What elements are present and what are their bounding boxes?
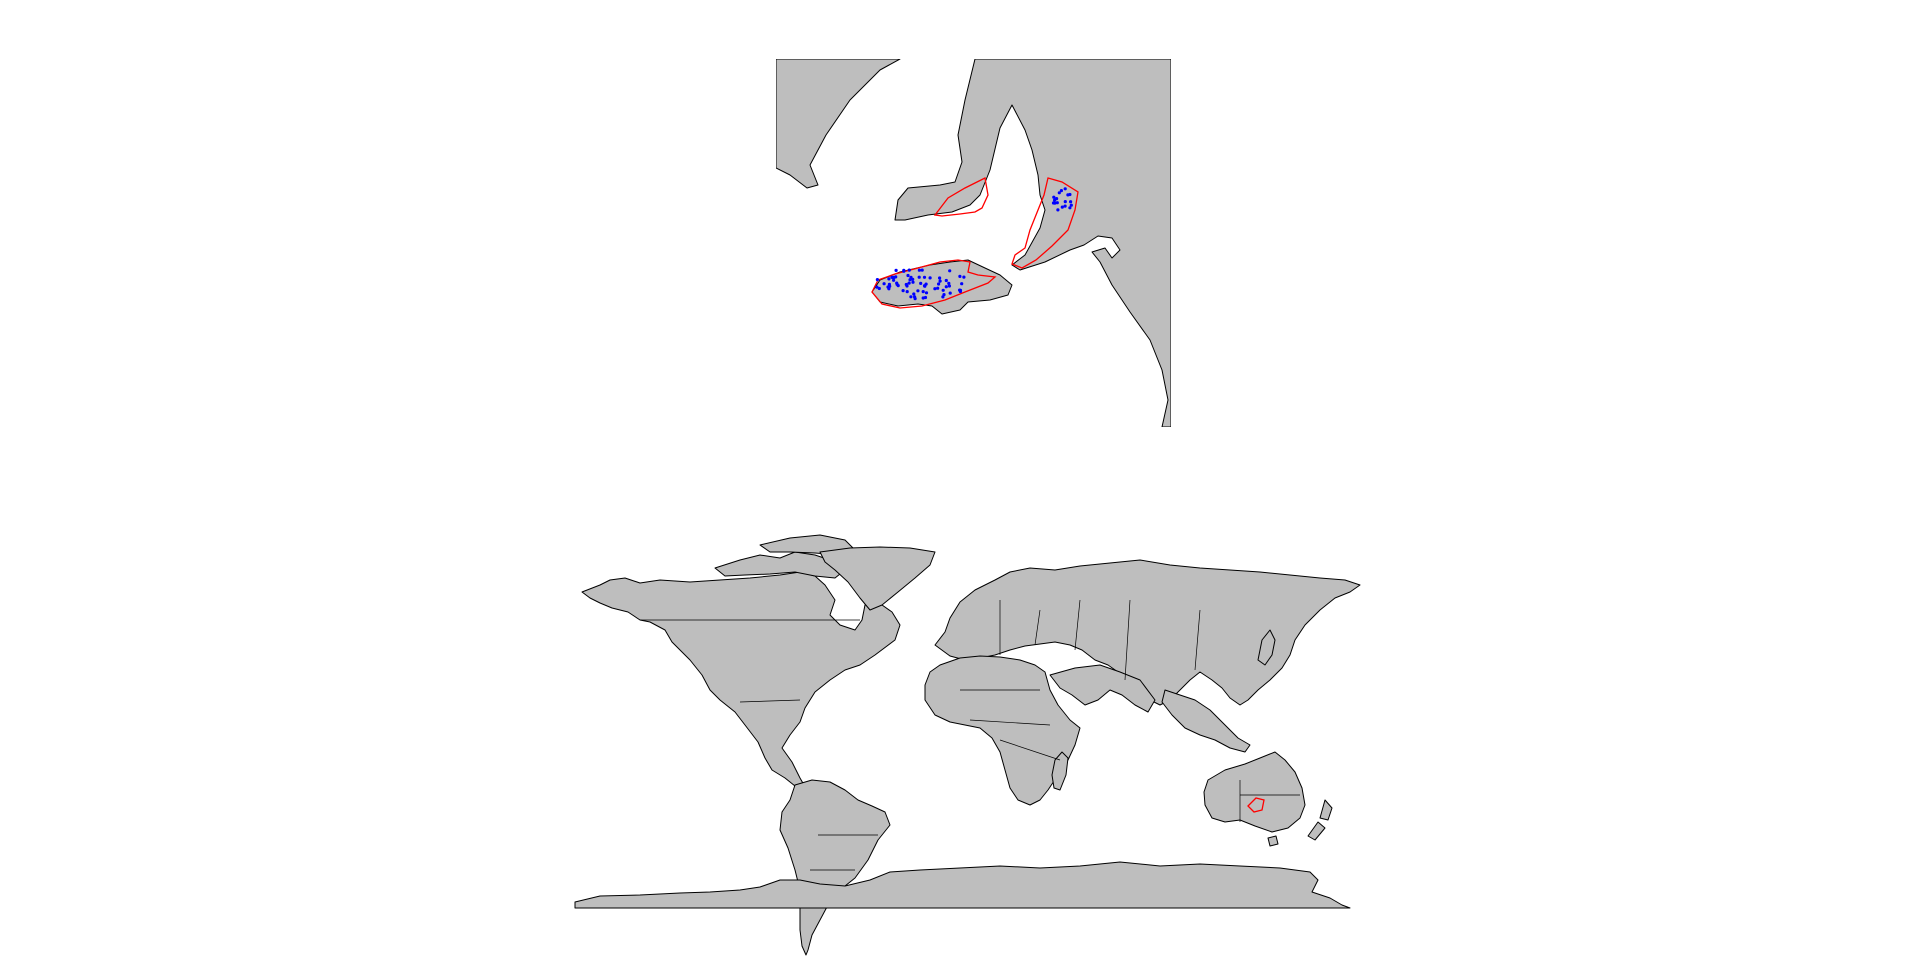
occurrence-point bbox=[911, 280, 915, 284]
occurrence-point bbox=[1057, 191, 1061, 195]
occurrence-point bbox=[958, 289, 963, 294]
occurrence-point bbox=[902, 268, 906, 272]
occurrence-point bbox=[1051, 201, 1056, 205]
occurrence-point bbox=[936, 286, 940, 290]
occurrence-point bbox=[938, 279, 942, 283]
land-north-america bbox=[581, 571, 901, 801]
occurrence-point bbox=[875, 285, 879, 289]
occurrence-point bbox=[882, 282, 886, 286]
occurrence-point bbox=[942, 293, 946, 297]
land-africa bbox=[924, 655, 1081, 806]
occurrence-point bbox=[907, 281, 911, 285]
land-australia bbox=[1203, 751, 1306, 833]
land-new-zealand bbox=[1307, 799, 1333, 841]
occurrence-point bbox=[887, 277, 891, 281]
land-tasmania bbox=[1267, 835, 1279, 847]
land-antarctica bbox=[574, 861, 1351, 909]
occurrence-point bbox=[938, 276, 942, 280]
occurrence-point bbox=[907, 268, 911, 272]
occurrence-point bbox=[913, 297, 917, 301]
occurrence-point bbox=[944, 278, 948, 283]
occurrence-point bbox=[908, 278, 912, 282]
occurrence-point bbox=[958, 274, 962, 278]
occurrence-point bbox=[922, 275, 927, 279]
occurrence-point bbox=[894, 275, 898, 279]
occurrence-point bbox=[1063, 200, 1067, 204]
occurrence-point bbox=[917, 275, 921, 279]
inset-land-east bbox=[894, 59, 1171, 427]
land-madagascar bbox=[1051, 751, 1069, 791]
occurrence-point bbox=[944, 285, 948, 289]
occurrence-point bbox=[1068, 206, 1072, 210]
land-eurasia bbox=[934, 559, 1361, 706]
occurrence-point bbox=[890, 275, 894, 279]
occurrence-point bbox=[1069, 203, 1073, 207]
occurrence-point bbox=[1056, 208, 1060, 212]
occurrence-point bbox=[1063, 204, 1067, 208]
occurrence-point bbox=[895, 282, 899, 286]
occurrence-point bbox=[1052, 195, 1056, 199]
occurrence-point bbox=[916, 289, 920, 293]
land-japan bbox=[1257, 629, 1276, 666]
occurrence-point bbox=[1055, 201, 1059, 205]
occurrence-point bbox=[901, 289, 905, 293]
land-south-america bbox=[779, 779, 891, 956]
occurrence-point bbox=[905, 290, 909, 294]
land-greenland bbox=[819, 546, 936, 611]
country-borders bbox=[640, 599, 1300, 871]
occurrence-point bbox=[928, 276, 932, 280]
inset-map bbox=[776, 59, 1171, 427]
occurrence-point bbox=[1066, 193, 1070, 197]
occurrence-point bbox=[1063, 187, 1067, 191]
occurrence-point bbox=[1059, 189, 1063, 193]
occurrence-point bbox=[960, 282, 964, 286]
occurrence-point bbox=[933, 287, 937, 291]
occurrence-point bbox=[909, 295, 913, 299]
occurrence-point bbox=[921, 290, 925, 294]
occurrence-point bbox=[947, 281, 951, 285]
occurrence-point bbox=[920, 268, 924, 272]
occurrence-point bbox=[948, 291, 952, 295]
occurrence-point bbox=[924, 282, 928, 286]
occurrence-point bbox=[917, 268, 922, 272]
occurrence-point bbox=[923, 295, 928, 300]
land-south-asia bbox=[1049, 664, 1156, 713]
occurrence-point bbox=[905, 284, 909, 288]
land-southeast-asia bbox=[1161, 689, 1251, 753]
occurrence-point bbox=[937, 282, 941, 286]
occurrence-point bbox=[894, 268, 898, 272]
occurrence-point bbox=[877, 286, 881, 291]
range-polygon-west-coast bbox=[933, 177, 989, 217]
occurrence-point bbox=[1060, 205, 1064, 209]
occurrence-points bbox=[875, 187, 1073, 301]
occurrence-point bbox=[887, 282, 892, 286]
occurrence-point bbox=[948, 269, 952, 273]
occurrence-point bbox=[919, 281, 923, 285]
occurrence-point bbox=[1053, 198, 1057, 202]
occurrence-point bbox=[1069, 200, 1073, 204]
world-map bbox=[574, 534, 1361, 956]
occurrence-point bbox=[924, 291, 929, 295]
occurrence-point bbox=[947, 284, 952, 288]
range-polygon-east-coast bbox=[1011, 177, 1079, 269]
occurrence-point bbox=[875, 278, 880, 282]
occurrence-point bbox=[906, 273, 910, 278]
occurrence-point bbox=[941, 288, 945, 292]
occurrence-point bbox=[962, 275, 966, 279]
range-highlight-australia bbox=[1247, 797, 1265, 813]
occurrence-point bbox=[892, 278, 896, 282]
occurrence-point bbox=[912, 292, 916, 296]
inset-land-northwest bbox=[776, 59, 901, 189]
